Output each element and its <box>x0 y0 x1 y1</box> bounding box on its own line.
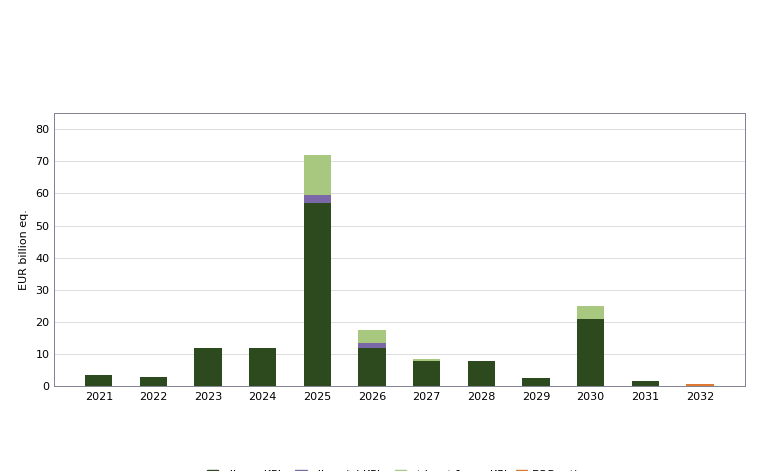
Bar <box>577 319 604 386</box>
Bar <box>413 360 440 386</box>
Bar <box>468 360 495 386</box>
Bar <box>194 348 222 386</box>
Bar <box>631 382 659 386</box>
Bar <box>577 306 604 319</box>
Y-axis label: EUR billion eq.: EUR billion eq. <box>18 209 28 290</box>
Legend: all env KPIs, all social KPIs, at least 1 env KPI, ESG rating: all env KPIs, all social KPIs, at least … <box>203 465 596 471</box>
Bar <box>359 343 386 348</box>
Bar <box>359 330 386 343</box>
Bar <box>303 195 331 203</box>
Bar <box>359 348 386 386</box>
Bar <box>303 203 331 386</box>
Bar <box>85 375 112 386</box>
Bar <box>413 359 440 360</box>
Bar <box>687 384 713 386</box>
Bar <box>249 348 276 386</box>
Bar <box>303 155 331 195</box>
Bar <box>140 377 167 386</box>
Bar <box>522 378 550 386</box>
